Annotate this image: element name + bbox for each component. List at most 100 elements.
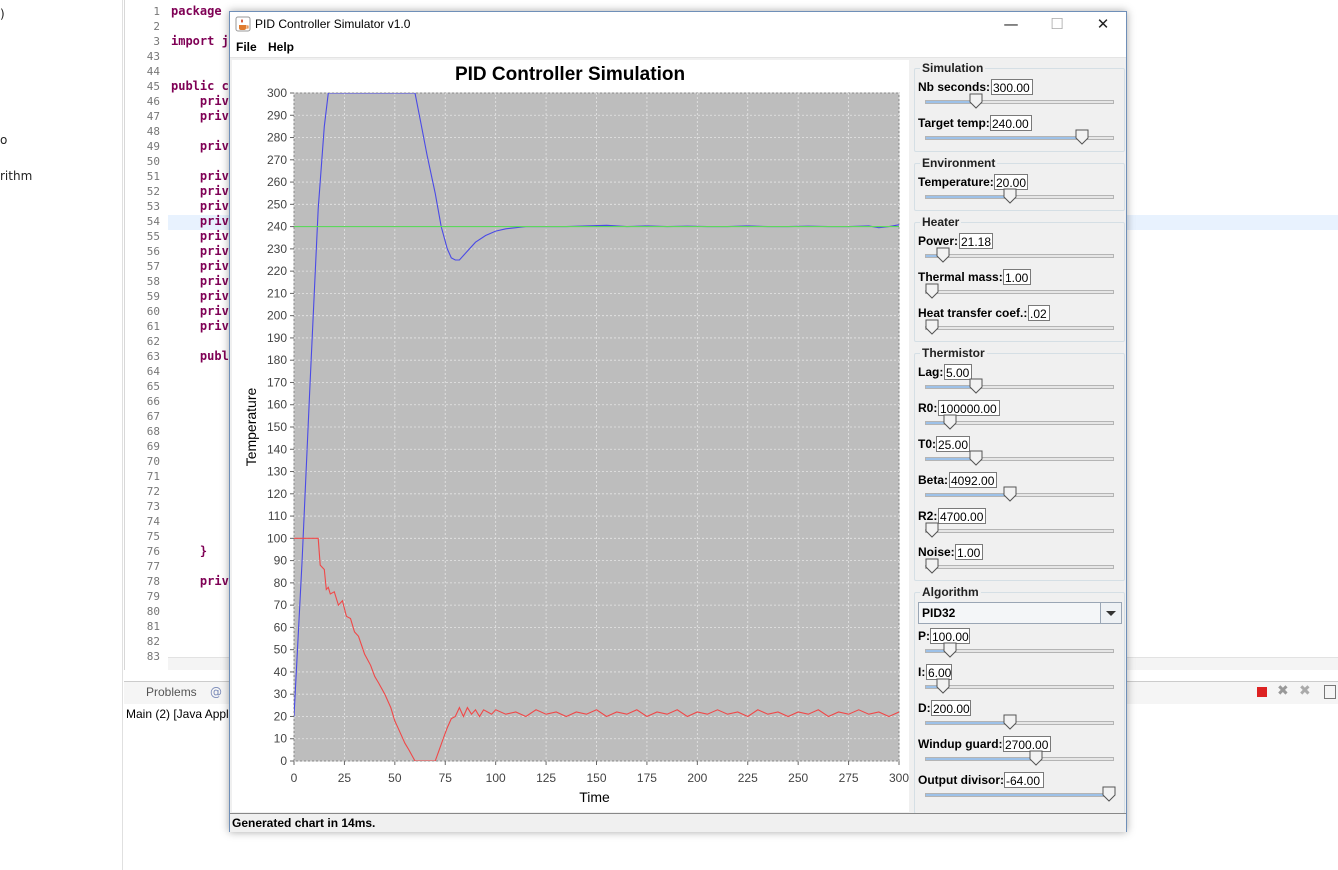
p-slider[interactable]: [925, 649, 1114, 653]
stop-icon[interactable]: [1257, 687, 1267, 697]
slider-thumb[interactable]: [936, 678, 950, 694]
p-field[interactable]: 100.00: [930, 628, 970, 644]
slider-thumb[interactable]: [925, 558, 939, 574]
windup-guard-field[interactable]: 2700.00: [1003, 736, 1051, 752]
y-tick-label: 300: [267, 86, 287, 100]
problems-tab[interactable]: Problems: [146, 685, 197, 699]
nb-seconds-field[interactable]: 300.00: [991, 79, 1033, 95]
r0-slider[interactable]: [925, 421, 1114, 425]
r2-field[interactable]: 4700.00: [938, 508, 986, 524]
i-slider[interactable]: [925, 685, 1114, 689]
line-number: 79: [146, 590, 160, 603]
slider-thumb[interactable]: [925, 283, 939, 299]
t0-slider[interactable]: [925, 457, 1114, 461]
remove-launch-icon[interactable]: ✖: [1277, 683, 1289, 699]
line-number: 55: [146, 230, 160, 243]
line-number: 60: [146, 305, 160, 318]
noise-slider[interactable]: [925, 565, 1114, 569]
slider-fill: [926, 422, 945, 424]
y-tick-label: 90: [274, 554, 288, 568]
pid-chart: 0 25 50 75 100 125 150 175 200 225 250 275 300 0 10 20 3…: [243, 64, 909, 805]
minimize-button[interactable]: —: [1003, 15, 1019, 33]
y-tick-label: 0: [280, 754, 287, 768]
noise-field[interactable]: 1.00: [955, 544, 983, 560]
i-field[interactable]: 6.00: [926, 664, 952, 680]
output-divisor-slider[interactable]: [925, 793, 1115, 797]
line-number: 58: [146, 275, 160, 288]
heat-transfer-coef-slider[interactable]: [925, 326, 1114, 330]
line-number: 64: [146, 365, 160, 378]
code-line: priv: [171, 139, 229, 153]
control-panel: Simulation Nb seconds: 300.00 Target temp: 2…: [912, 60, 1125, 814]
d-field[interactable]: 200.00: [931, 700, 971, 716]
target-temp-slider[interactable]: [925, 136, 1114, 140]
slider-thumb[interactable]: [1102, 786, 1116, 802]
r0-field[interactable]: 100000.00: [938, 400, 1000, 416]
y-tick-label: 120: [267, 487, 287, 501]
y-tick-label: 70: [274, 598, 288, 612]
console-view-icon[interactable]: [1324, 685, 1336, 699]
y-tick-label: 230: [267, 242, 287, 256]
t0-label: T0:: [918, 437, 936, 451]
slider-thumb[interactable]: [969, 93, 983, 109]
chart-title: PID Controller Simulation: [455, 64, 685, 85]
y-tick-label: 280: [267, 131, 287, 145]
algorithm-select[interactable]: PID32: [918, 602, 1122, 624]
thermal-mass-slider[interactable]: [925, 290, 1114, 294]
beta-slider[interactable]: [925, 493, 1114, 497]
slider-fill: [926, 494, 1010, 496]
heat-transfer-coef-field[interactable]: .02: [1028, 305, 1050, 321]
line-number: 83: [146, 650, 160, 663]
y-tick-label: 180: [267, 353, 287, 367]
beta-field[interactable]: 4092.00: [949, 472, 997, 488]
slider-thumb[interactable]: [925, 319, 939, 335]
r2-slider[interactable]: [925, 529, 1114, 533]
target-temp-field[interactable]: 240.00: [990, 115, 1032, 131]
t0-field[interactable]: 25.00: [936, 436, 970, 452]
remove-all-icon[interactable]: ✖: [1299, 683, 1311, 699]
slider-thumb[interactable]: [1029, 750, 1043, 766]
tree-item[interactable]: rithm: [0, 169, 33, 183]
lag-slider[interactable]: [925, 385, 1114, 389]
slider-fill: [926, 722, 1010, 724]
title-bar[interactable]: PID Controller Simulator v1.0 — ☐ ✕: [230, 12, 1126, 37]
line-number: 70: [146, 455, 160, 468]
line-number: 49: [146, 140, 160, 153]
d-slider[interactable]: [925, 721, 1114, 725]
power-slider[interactable]: [925, 254, 1114, 258]
output-divisor-field[interactable]: -64.00: [1004, 772, 1044, 788]
slider-thumb[interactable]: [1003, 188, 1017, 204]
x-tick-label: 0: [291, 771, 298, 785]
slider-thumb[interactable]: [943, 414, 957, 430]
tree-item[interactable]: ): [0, 7, 5, 21]
temperature-slider[interactable]: [925, 195, 1114, 199]
output-line: [294, 537, 899, 761]
y-tick-label: 10: [274, 732, 288, 746]
lag-field[interactable]: 5.00: [944, 364, 972, 380]
y-tick-label: 60: [274, 620, 288, 634]
menu-help[interactable]: Help: [268, 40, 295, 54]
maximize-button[interactable]: ☐: [1050, 15, 1064, 33]
slider-thumb[interactable]: [1003, 486, 1017, 502]
line-number: 80: [146, 605, 160, 618]
slider-thumb[interactable]: [943, 642, 957, 658]
close-button[interactable]: ✕: [1096, 15, 1110, 33]
thermal-mass-field[interactable]: 1.00: [1003, 269, 1031, 285]
slider-thumb[interactable]: [925, 522, 939, 538]
i-label: I:: [918, 665, 926, 679]
nb-seconds-slider[interactable]: [925, 100, 1114, 104]
java-cup-icon: [235, 16, 251, 32]
slider-thumb[interactable]: [969, 378, 983, 394]
slider-thumb[interactable]: [969, 450, 983, 466]
slider-thumb[interactable]: [936, 247, 950, 263]
slider-thumb[interactable]: [1003, 714, 1017, 730]
tree-item[interactable]: o: [0, 133, 8, 147]
code-line: publi: [171, 349, 237, 363]
x-tick-label: 150: [586, 771, 606, 785]
menu-file[interactable]: File: [236, 40, 257, 54]
slider-thumb[interactable]: [1075, 129, 1089, 145]
windup-guard-slider[interactable]: [925, 757, 1114, 761]
chevron-down-icon[interactable]: [1100, 603, 1121, 623]
code-line: priv: [171, 259, 229, 273]
power-field[interactable]: 21.18: [959, 233, 993, 249]
